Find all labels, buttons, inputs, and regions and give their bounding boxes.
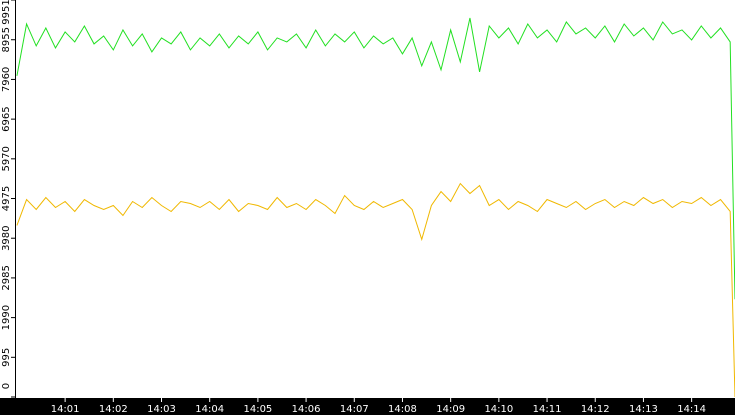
x-tick-label: 14:08 xyxy=(388,404,417,415)
y-tick-label: 5970 xyxy=(1,146,12,171)
x-tick-label: 14:13 xyxy=(629,404,658,415)
y-tick-label: 6965 xyxy=(1,106,12,131)
x-tick-label: 14:09 xyxy=(436,404,465,415)
y-tick-label: 9951 xyxy=(1,0,12,25)
y-tick-label: 0 xyxy=(1,383,12,389)
x-tick-label: 14:07 xyxy=(340,404,369,415)
y-tick-label: 3980 xyxy=(1,225,12,250)
y-tick-label: 1990 xyxy=(1,305,12,330)
x-axis-bar xyxy=(0,398,735,415)
y-tick-label: 2985 xyxy=(1,265,12,290)
y-tick-label: 995 xyxy=(1,348,12,367)
x-tick-label: 14:01 xyxy=(51,404,80,415)
x-tick-label: 14:06 xyxy=(292,404,321,415)
x-tick-label: 14:11 xyxy=(533,404,562,415)
series-line xyxy=(16,182,735,398)
x-tick-label: 14:12 xyxy=(581,404,610,415)
series-line xyxy=(16,17,735,300)
y-tick-label: 7960 xyxy=(1,67,12,92)
y-tick-label: 4975 xyxy=(1,186,12,211)
x-tick-label: 14:03 xyxy=(147,404,176,415)
x-tick-label: 14:02 xyxy=(99,404,128,415)
x-tick-label: 14:05 xyxy=(243,404,272,415)
y-tick-label: 8955 xyxy=(1,27,12,52)
x-tick-label: 14:14 xyxy=(677,404,706,415)
x-tick-label: 14:04 xyxy=(195,404,224,415)
x-tick-label: 14:10 xyxy=(484,404,513,415)
